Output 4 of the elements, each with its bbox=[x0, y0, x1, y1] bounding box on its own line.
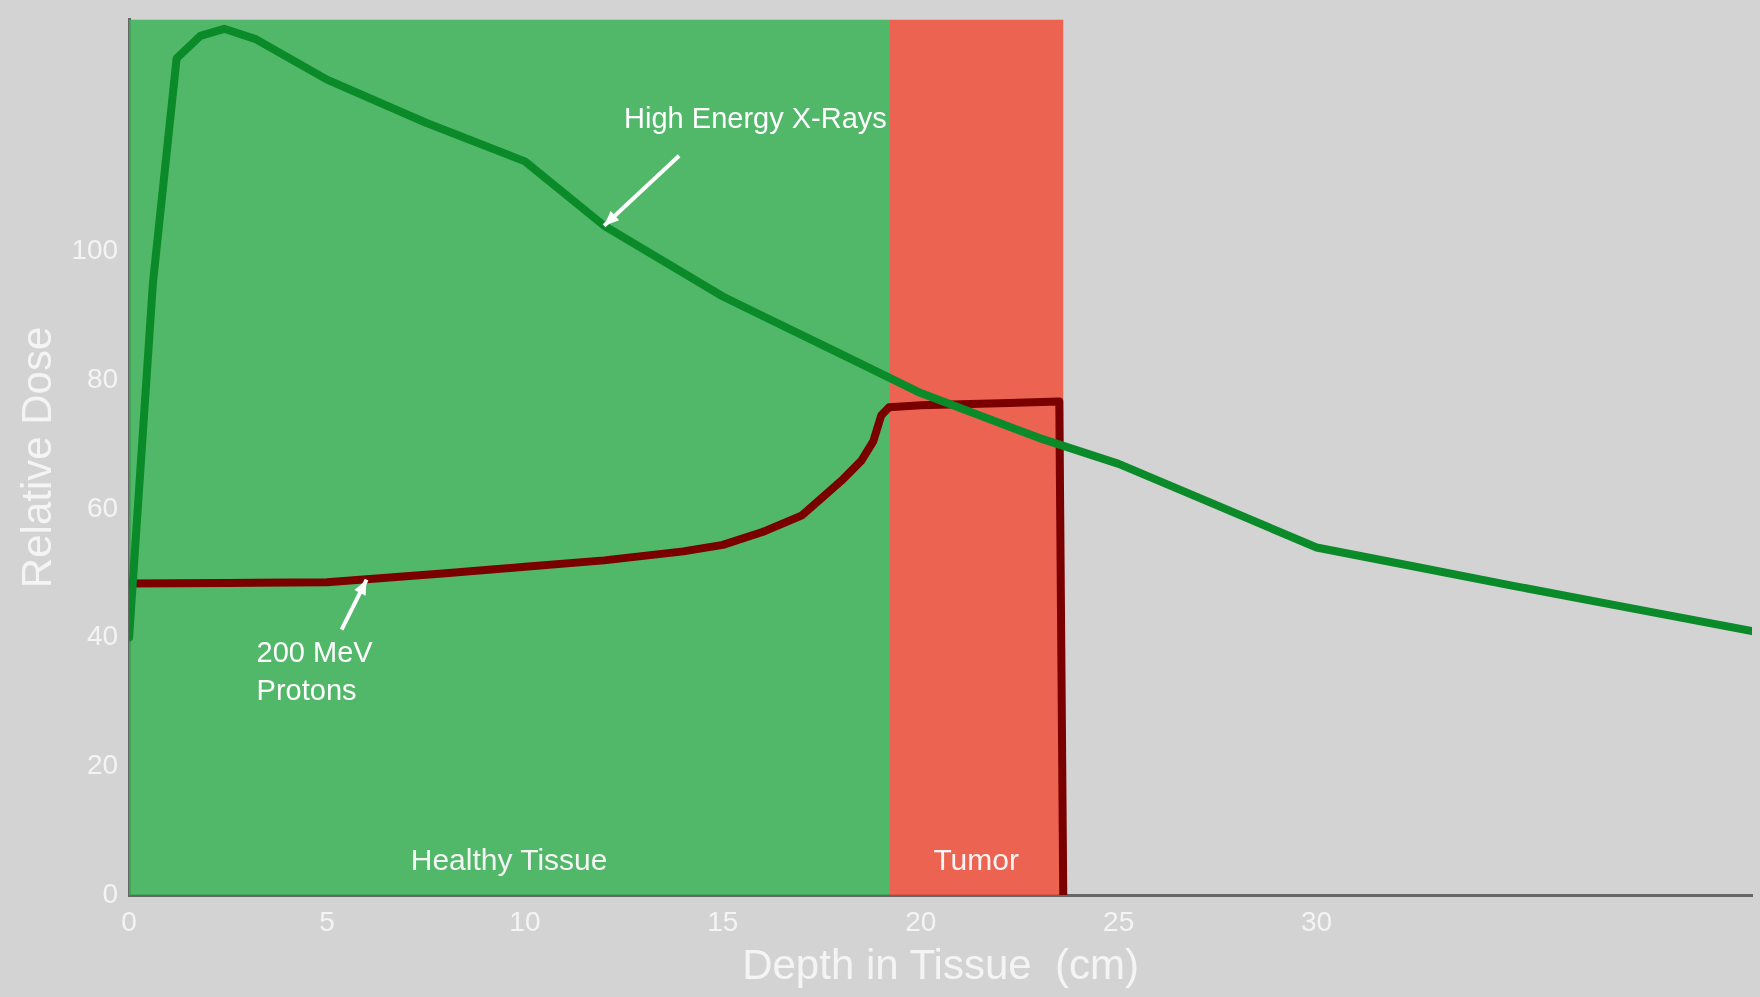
band-label: Tumor bbox=[933, 843, 1019, 876]
annotation: High Energy X-Rays bbox=[624, 102, 887, 135]
annotation: 200 MeV Protons bbox=[256, 636, 374, 707]
band-label: Healthy Tissue bbox=[410, 843, 608, 876]
